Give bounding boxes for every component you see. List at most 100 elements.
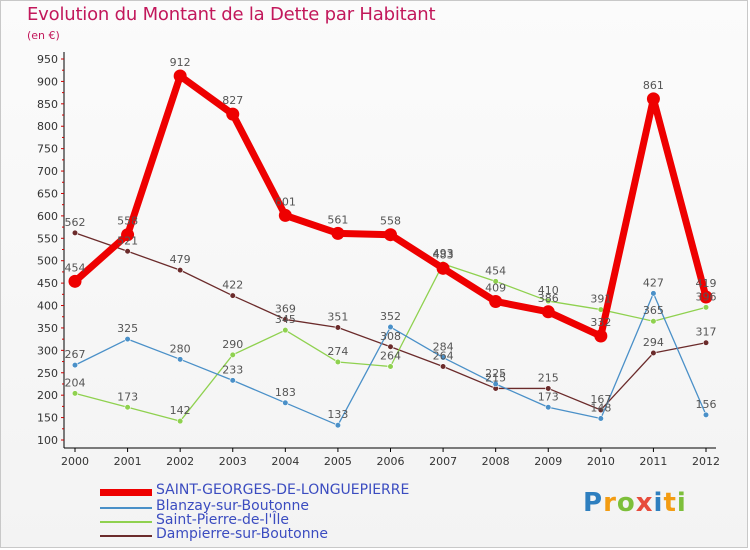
data-point	[334, 358, 342, 366]
y-tick-label: 700	[37, 165, 58, 178]
data-label: 493	[433, 247, 454, 260]
data-label: 215	[538, 371, 559, 384]
x-tick-label: 2006	[377, 455, 405, 468]
data-label: 861	[643, 79, 664, 92]
data-point	[334, 422, 342, 429]
data-label: 183	[275, 386, 296, 399]
data-label: 601	[275, 195, 296, 208]
data-point	[492, 380, 499, 388]
data-point	[597, 415, 604, 422]
series-3	[71, 229, 710, 414]
data-point	[439, 354, 447, 361]
data-label: 308	[380, 330, 401, 343]
data-point	[334, 324, 342, 331]
data-point	[699, 290, 713, 304]
axes: 100 150 200 250 300 350 400 450 500 550 600 650 700 7…	[37, 52, 720, 468]
x-tick-label: 2002	[166, 455, 194, 468]
data-label: 332	[590, 316, 611, 329]
series-line	[72, 72, 710, 340]
data-label: 173	[538, 390, 559, 403]
data-label: 267	[65, 348, 86, 361]
data-point	[545, 385, 552, 392]
data-label: 827	[222, 94, 243, 107]
y-tick-label: 500	[37, 255, 58, 268]
data-point	[229, 351, 236, 358]
legend-swatch	[100, 535, 152, 537]
logo-letter: P	[583, 488, 604, 518]
data-label: 558	[117, 215, 138, 228]
logo-letter: r	[603, 488, 617, 518]
data-point	[226, 107, 240, 121]
y-tick-label: 950	[37, 53, 58, 66]
data-point	[121, 228, 135, 242]
data-point	[387, 363, 394, 370]
data-point	[124, 248, 131, 255]
data-point	[702, 411, 710, 418]
data-point	[545, 404, 552, 411]
data-label: 386	[538, 292, 559, 305]
data-point	[492, 278, 499, 285]
y-tick-label: 450	[37, 277, 58, 290]
data-point	[597, 406, 604, 414]
data-point	[282, 316, 289, 323]
data-point	[594, 329, 608, 343]
x-tick-label: 2005	[324, 455, 352, 468]
data-label: 233	[222, 363, 243, 376]
data-label: 284	[433, 341, 454, 354]
data-label: 317	[696, 326, 717, 339]
data-label: 352	[380, 310, 401, 323]
data-label: 215	[485, 371, 506, 384]
data-label: 148	[590, 401, 611, 414]
x-tick-label: 2010	[587, 455, 615, 468]
data-point	[439, 363, 447, 370]
y-tick-label: 350	[37, 322, 58, 335]
data-point	[541, 305, 555, 319]
data-label: 274	[327, 345, 348, 358]
x-tick-label: 2004	[271, 455, 299, 468]
y-tick-label: 200	[37, 389, 58, 402]
x-tick-label: 2008	[482, 455, 510, 468]
data-point	[124, 404, 131, 411]
x-tick-label: 2012	[692, 455, 720, 468]
x-tick-label: 2009	[534, 455, 562, 468]
data-label: 483	[433, 248, 454, 261]
data-point	[650, 290, 657, 297]
series-0	[68, 69, 713, 343]
chart-subtitle: (en €)	[27, 29, 60, 42]
data-point	[650, 318, 657, 325]
data-point	[650, 349, 657, 357]
y-tick-label: 550	[37, 232, 58, 245]
data-point	[229, 377, 236, 384]
data-point	[282, 399, 289, 406]
data-point	[436, 261, 450, 275]
logo-letter: x	[635, 488, 654, 518]
data-labels: 454 558 912 827 601 561 558 483 409 386 332 861 419 2…	[65, 56, 717, 421]
logo-letter: t	[663, 488, 677, 518]
data-label: 521	[117, 234, 138, 247]
data-point	[489, 294, 503, 308]
y-tick-label: 600	[37, 210, 58, 223]
series-2	[71, 260, 710, 425]
x-tick-label: 2007	[429, 455, 457, 468]
logo-letter: o	[616, 488, 636, 518]
data-label: 345	[275, 313, 296, 326]
data-point	[282, 327, 289, 334]
data-label: 225	[485, 367, 506, 380]
y-tick-label: 800	[37, 120, 58, 133]
data-label: 264	[380, 349, 401, 362]
data-label: 396	[696, 290, 717, 303]
data-point	[387, 323, 394, 331]
data-label: 427	[643, 276, 664, 289]
data-point	[278, 208, 292, 222]
data-point	[177, 418, 184, 425]
legend-swatch	[100, 507, 152, 509]
data-point	[71, 362, 79, 369]
data-point	[68, 274, 82, 288]
data-point	[331, 226, 345, 240]
data-point	[387, 343, 394, 350]
data-label: 454	[65, 261, 86, 274]
data-label: 365	[643, 304, 664, 317]
data-label: 133	[327, 408, 348, 421]
data-label: 156	[696, 398, 717, 411]
